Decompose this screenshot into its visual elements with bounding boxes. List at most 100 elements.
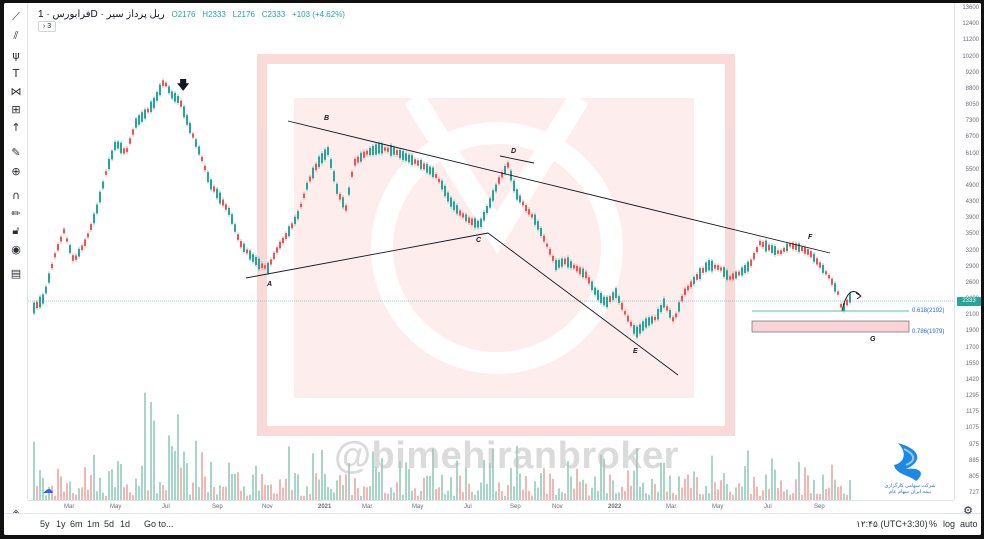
clock-label[interactable]: ۱۲:۴۵ (UTC+3:30) — [856, 519, 928, 529]
price-tick-label: 805 — [968, 473, 979, 480]
time-tick-label: 2021 — [318, 504, 332, 510]
volume-bar — [438, 487, 440, 500]
volume-bar — [744, 466, 746, 500]
trash-icon[interactable]: ▤ — [10, 266, 22, 280]
volume-bar — [129, 492, 131, 500]
price-tick-label: 4300 — [965, 199, 979, 205]
fib-box[interactable] — [751, 320, 910, 333]
volume-bar — [237, 472, 239, 500]
volume-bar — [687, 474, 689, 500]
volume-bar — [615, 493, 617, 500]
volume-bar — [156, 493, 158, 500]
drawing-toolbar: ⟋ ⫽ ψ T ⋈ ⊞ ↑ ✎ ⊕ ∩ ✏ 🔓︎ ◉ ▤ ◈ — [4, 3, 28, 520]
volume-bar — [171, 446, 173, 500]
volume-bar — [666, 491, 668, 500]
range-5d-button[interactable]: 5d — [104, 519, 115, 529]
watermark-text: @bimehiranbroker — [334, 435, 679, 477]
wave-label-a: A — [267, 281, 273, 288]
pitchfork-icon[interactable]: ψ — [12, 48, 20, 62]
volume-bar — [120, 463, 122, 500]
low-value: L2176 — [232, 10, 255, 19]
volume-bar — [213, 487, 215, 500]
range-1y-button[interactable]: 1y — [56, 519, 66, 529]
volume-bar — [282, 487, 284, 500]
volume-bar — [444, 494, 446, 500]
symbol-name[interactable]: ریل پرداز سیر — [106, 9, 165, 20]
volume-bar — [534, 481, 536, 500]
log-toggle[interactable]: log — [943, 519, 956, 529]
price-chart[interactable]: 🡇 — [4, 3, 981, 535]
volume-bar — [540, 473, 542, 500]
volume-bar — [261, 474, 263, 500]
volume-bar — [84, 467, 86, 500]
volume-bar — [36, 485, 38, 500]
volume-bar — [642, 482, 644, 500]
price-tick-label: 1420 — [965, 376, 979, 383]
fib-0786-label: 0.786(1979) — [912, 329, 945, 335]
volume-bar — [525, 475, 527, 500]
volume-bar — [474, 494, 476, 500]
volume-bar — [654, 483, 656, 500]
volume-bar — [495, 491, 497, 500]
percent-toggle[interactable]: % — [929, 519, 938, 529]
price-tick-label: 8050 — [965, 102, 979, 108]
trend-lines[interactable] — [245, 120, 831, 376]
volume-bar — [462, 492, 464, 500]
trend-line-icon[interactable]: ⫽ — [13, 29, 19, 42]
volume-bar — [825, 488, 827, 500]
trend-line-d — [499, 155, 535, 164]
volume-bar — [489, 463, 491, 500]
arrow-up-icon[interactable]: ↑ — [11, 120, 21, 134]
time-tick-label: May — [110, 504, 122, 510]
price-tick-label: 2100 — [965, 312, 979, 319]
time-tick-label: Sep — [510, 504, 521, 510]
volume-bar — [531, 495, 533, 500]
volume-bar — [324, 473, 326, 500]
volume-bar — [405, 462, 407, 500]
magnet-icon[interactable]: ∩ — [11, 188, 21, 202]
volume-bar — [786, 489, 788, 500]
volume-bar — [762, 490, 764, 500]
lock-drawings-icon[interactable]: ✏ — [11, 206, 21, 220]
zoom-in-icon[interactable]: ⊕ — [11, 164, 21, 178]
price-axis[interactable]: 13600 12400 11200 10200 9200 8800 8050 7300 6700… — [954, 3, 981, 500]
volume-bar — [306, 486, 308, 500]
volume-bar — [429, 476, 431, 500]
prediction-icon[interactable]: ⊞ — [11, 102, 21, 116]
eye-icon[interactable]: ◉ — [11, 242, 21, 256]
volume-bar — [837, 487, 839, 500]
volume-bar — [69, 481, 71, 500]
volume-bar — [492, 448, 494, 500]
time-axis[interactable]: Mar May Jul Sep Nov 2021 Mar May Jul Sep Nov 2022 Ma… — [28, 500, 954, 513]
text-icon[interactable]: T — [12, 66, 20, 80]
volume-bar — [600, 454, 602, 500]
volume-bar — [717, 489, 719, 500]
pattern-icon[interactable]: ⋈ — [10, 84, 22, 98]
volume-bar — [198, 487, 200, 500]
ruler-icon[interactable]: ✎ — [11, 145, 21, 159]
indicators-toggle[interactable]: › 3 — [38, 21, 56, 32]
goto-button[interactable]: Go to... — [144, 519, 174, 529]
volume-bar — [774, 469, 776, 500]
range-6m-button[interactable]: 6m — [70, 519, 83, 529]
lock-icon[interactable]: 🔓︎ — [12, 224, 20, 237]
range-1m-button[interactable]: 1m — [87, 519, 100, 529]
volume-bar — [378, 472, 380, 500]
company-logo — [894, 443, 921, 481]
price-tick-label: 2900 — [965, 263, 979, 270]
volume-bar — [702, 494, 704, 500]
cursor-cross-icon[interactable]: ⟋ — [12, 10, 20, 23]
volume-bar — [555, 495, 557, 500]
volume-bar — [840, 485, 842, 500]
volume-bar — [159, 482, 161, 500]
range-1d-button[interactable]: 1d — [120, 519, 131, 529]
settings-gear-icon[interactable]: ⚙ — [963, 503, 973, 517]
volume-bar — [183, 451, 185, 500]
volume-bar — [33, 441, 35, 500]
range-5y-button[interactable]: 5y — [40, 519, 50, 529]
cloud-icon[interactable]: ☁ — [42, 482, 54, 496]
auto-toggle[interactable]: auto — [960, 519, 978, 529]
timeframe-label[interactable]: 1D — [38, 9, 98, 20]
trend-line-a-c — [245, 232, 489, 279]
fib-0618-label: 0.618(2192) — [912, 308, 945, 314]
